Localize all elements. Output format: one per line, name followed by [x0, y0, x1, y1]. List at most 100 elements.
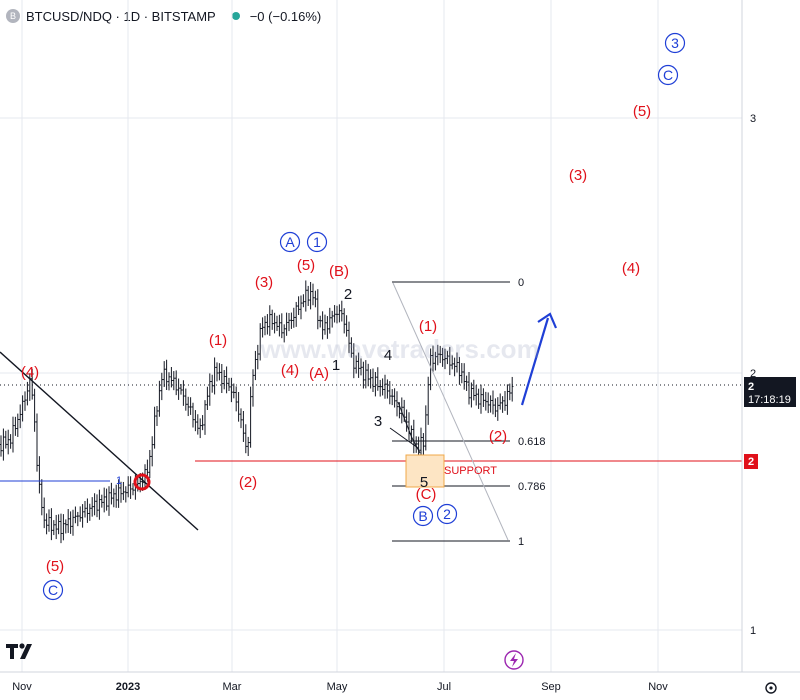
x-tick-label: Nov — [648, 681, 668, 693]
support-tag-bg — [744, 454, 758, 469]
gear-icon-center — [769, 686, 773, 690]
events-icon — [504, 650, 524, 670]
symbol-title[interactable]: BTCUSD/NDQ · 1D · BITSTAMP — [26, 8, 216, 24]
wave-label-text: (1) — [419, 318, 437, 335]
wave-label: (5) — [46, 558, 64, 575]
wave-label-text: 3 — [671, 35, 679, 51]
wave-label-text: (5) — [633, 103, 651, 120]
x-tick-label: 2023 — [116, 681, 140, 693]
wave-label-text: (3) — [569, 167, 587, 184]
wave-label: C — [657, 64, 679, 86]
chart-grid — [0, 0, 742, 672]
wave-label-circle — [279, 231, 301, 253]
breakout-circle — [133, 473, 151, 491]
y-tick-label: 1 — [750, 625, 756, 637]
gear-icon-ring — [765, 682, 777, 694]
wave-label-text: (3) — [255, 274, 273, 291]
wave-label: (5) — [297, 257, 315, 274]
wave-label: (1) — [419, 318, 437, 335]
wave-label: (2) — [489, 428, 507, 445]
wave-label-text: (4) — [281, 362, 299, 379]
wave-label: (4) — [281, 362, 299, 379]
market-status-icon — [231, 12, 240, 20]
wave-label-text: (C) — [416, 486, 437, 503]
wave-label: 4 — [384, 347, 392, 364]
lightning-icon — [510, 653, 518, 667]
support-price-tag: 2 — [744, 454, 758, 469]
wave-label-text: (4) — [21, 364, 39, 381]
wave-label: B — [412, 505, 434, 527]
wave-label: C — [42, 579, 64, 601]
support-label: SUPPORT — [444, 465, 497, 477]
wave-label: 5 — [420, 474, 428, 491]
wave-label-text: 1 — [313, 234, 321, 250]
wave-label-text: 3 — [374, 413, 382, 430]
x-tick-label: Nov — [12, 681, 32, 693]
chart-header: B BTCUSD/NDQ · 1D · BITSTAMP −0 (−0.16%) — [6, 6, 321, 26]
wave-label: (C) — [416, 486, 437, 503]
wave-label-circle — [664, 32, 686, 54]
downtrend-line — [0, 351, 199, 531]
wave-label: (A) — [309, 365, 329, 382]
wave-label-circle — [412, 505, 434, 527]
wave-label-text: (B) — [329, 263, 349, 280]
price-tag-countdown: 17:18:19 — [748, 394, 791, 406]
bitcoin-logo-icon: B — [6, 9, 20, 23]
wave-label: (5) — [633, 103, 651, 120]
wave-sub-line — [389, 427, 419, 449]
wave-label: 1 — [306, 231, 328, 253]
trendline-label: 1 — [116, 475, 122, 487]
wave-label-text: (5) — [46, 558, 64, 575]
wave-label: 3 — [374, 413, 382, 430]
wave-label: (4) — [622, 260, 640, 277]
wave-label-text: (5) — [297, 257, 315, 274]
wave-label: (2) — [239, 474, 257, 491]
wave-label: 2 — [344, 286, 352, 303]
x-tick-label: May — [327, 681, 348, 693]
wave-label-text: A — [285, 234, 295, 250]
settings-gear-icon — [765, 682, 777, 694]
support-tag-value: 2 — [748, 456, 754, 468]
tradingview-logo-icon — [6, 643, 32, 659]
wave-label-text: (A) — [309, 365, 329, 382]
wave-label-circle — [306, 231, 328, 253]
wave-label: A — [279, 231, 301, 253]
wave-label-text: 2 — [443, 506, 451, 522]
wave-label-text: C — [663, 67, 673, 83]
projection-arrow-head — [537, 312, 558, 329]
wave-label-text: (2) — [239, 474, 257, 491]
wave-label-text: C — [48, 582, 58, 598]
wave-label: 3 — [664, 32, 686, 54]
wave-label-text: B — [418, 508, 427, 524]
wave-sub-line — [397, 401, 421, 454]
wave-label-circle — [657, 64, 679, 86]
support-zone — [405, 454, 445, 488]
current-price-tag: 217:18:19 — [744, 377, 796, 407]
wave-label: (3) — [255, 274, 273, 291]
wave-label: 1 — [332, 357, 340, 374]
y-tick-label: 2 — [750, 368, 756, 380]
wave-label-text: (2) — [489, 428, 507, 445]
wave-label-text: 1 — [332, 357, 340, 374]
wave-label: (4) — [21, 364, 39, 381]
wave-label-circle — [42, 579, 64, 601]
fib-level-label: 1 — [518, 536, 524, 548]
x-tick-label: Jul — [437, 681, 451, 693]
wave-label: (1) — [209, 332, 227, 349]
wave-label-text: 4 — [384, 347, 392, 364]
wave-label: 2 — [436, 503, 458, 525]
fib-level-label: 0.618 — [518, 436, 546, 448]
wave-label: (3) — [569, 167, 587, 184]
analysis-overlays: 1 0 0.618 0.786 1 SUPPORT www.wavetraders.com — [0, 277, 742, 548]
fib-trend-line — [392, 282, 509, 541]
wave-label-text: (4) — [622, 260, 640, 277]
price-tag-bg — [744, 377, 796, 407]
wave-label-text: (1) — [209, 332, 227, 349]
wave-label-circle — [436, 503, 458, 525]
wave-label: (B) — [329, 263, 349, 280]
wave-label-text: 2 — [344, 286, 352, 303]
watermark-text: www.wavetraders.com — [259, 334, 539, 364]
